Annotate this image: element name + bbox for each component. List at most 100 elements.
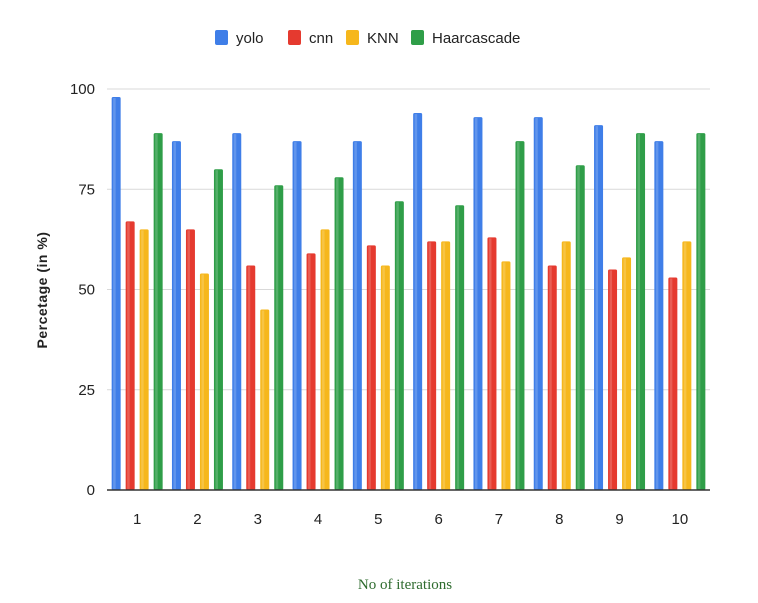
- bar-knn-3: [260, 309, 270, 490]
- bar-highlight: [655, 142, 659, 489]
- bar-cnn-9: [608, 269, 618, 490]
- legend-swatch-haarcascade: [411, 30, 424, 45]
- x-tick-label: 8: [555, 511, 563, 528]
- bar-yolo-4: [292, 141, 302, 490]
- x-tick-label: 7: [495, 511, 503, 528]
- bar-haarcascade-4: [334, 177, 344, 490]
- legend-swatch-cnn: [288, 30, 301, 45]
- bar-highlight: [516, 142, 520, 489]
- bar-knn-10: [682, 241, 692, 490]
- bar-yolo-5: [352, 141, 362, 490]
- bar-cnn-7: [487, 237, 497, 490]
- legend-swatch-knn: [346, 30, 359, 45]
- bar-cnn-4: [306, 253, 316, 490]
- bar-haarcascade-9: [636, 133, 646, 491]
- legend-label-yolo: yolo: [236, 30, 264, 47]
- bar-highlight: [577, 166, 580, 489]
- bar-haarcascade-5: [394, 201, 404, 490]
- bar-cnn-10: [668, 277, 678, 490]
- bar-knn-8: [561, 241, 571, 490]
- bar-cnn-8: [547, 265, 557, 490]
- bar-highlight: [414, 114, 418, 489]
- bar-haarcascade-2: [213, 169, 223, 490]
- bar-highlight: [308, 254, 311, 489]
- bar-cnn-6: [427, 241, 437, 490]
- bar-highlight: [683, 242, 687, 489]
- bar-highlight: [201, 274, 204, 489]
- bar-highlight: [127, 222, 130, 489]
- y-tick-label: 100: [70, 81, 95, 98]
- x-axis-ticks: 1 2 3 4 5 6 7 8 9 10: [133, 511, 688, 528]
- bar-highlight: [155, 134, 158, 490]
- bar-highlight: [215, 170, 218, 489]
- bar-cnn-2: [185, 229, 195, 490]
- bar-yolo-9: [594, 125, 604, 490]
- y-tick-label: 50: [78, 282, 95, 299]
- bar-highlight: [669, 278, 673, 489]
- bar-haarcascade-3: [274, 185, 284, 491]
- bar-highlight: [637, 134, 641, 490]
- bar-cnn-5: [366, 245, 376, 490]
- bar-haarcascade-7: [515, 141, 525, 490]
- bar-highlight: [428, 242, 432, 489]
- legend-label-haarcascade: Haarcascade: [432, 30, 520, 47]
- x-axis-label: No of iterations: [358, 577, 452, 593]
- legend-label-cnn: cnn: [309, 30, 333, 47]
- bar-highlight: [336, 178, 339, 489]
- bar-haarcascade-6: [455, 205, 465, 491]
- bar-knn-9: [622, 257, 632, 490]
- legend-label-knn: KNN: [367, 30, 399, 47]
- bar-knn-5: [380, 265, 390, 490]
- y-tick-label: 75: [78, 181, 95, 198]
- bar-knn-1: [139, 229, 149, 490]
- gridlines: [107, 88, 710, 391]
- x-tick-label: 3: [254, 511, 262, 528]
- bar-highlight: [187, 230, 190, 489]
- bar-haarcascade-8: [575, 165, 585, 490]
- bar-haarcascade-1: [153, 133, 163, 491]
- bar-highlight: [623, 258, 627, 489]
- bar-knn-7: [501, 261, 511, 490]
- x-tick-label: 1: [133, 511, 141, 528]
- legend: yolo cnn KNN Haarcascade: [215, 30, 520, 47]
- bar-cnn-3: [246, 265, 256, 490]
- bar-highlight: [442, 242, 446, 489]
- x-tick-label: 2: [193, 511, 201, 528]
- bar-haarcascade-10: [696, 133, 706, 491]
- bar-highlight: [456, 206, 460, 490]
- y-axis-label: Percetage (in %): [34, 232, 50, 349]
- bar-highlight: [141, 230, 144, 489]
- bar-highlight: [294, 142, 297, 489]
- bar-highlight: [354, 142, 357, 489]
- bar-highlight: [261, 310, 265, 489]
- bars: [111, 97, 706, 491]
- bar-highlight: [322, 230, 325, 489]
- bar-highlight: [535, 118, 538, 489]
- bar-highlight: [563, 242, 566, 489]
- bar-yolo-7: [473, 117, 483, 490]
- y-axis-ticks: 0 25 50 75 100: [70, 81, 95, 499]
- x-tick-label: 5: [374, 511, 382, 528]
- bar-highlight: [396, 202, 399, 489]
- bar-highlight: [382, 266, 385, 489]
- bar-yolo-1: [111, 97, 121, 491]
- bar-highlight: [609, 270, 613, 489]
- bar-knn-4: [320, 229, 330, 490]
- bar-yolo-2: [171, 141, 181, 490]
- bar-yolo-10: [654, 141, 664, 490]
- bar-highlight: [233, 134, 237, 490]
- bar-highlight: [595, 126, 599, 489]
- legend-swatch-yolo: [215, 30, 228, 45]
- bar-yolo-8: [533, 117, 543, 490]
- x-tick-label: 6: [434, 511, 442, 528]
- bar-cnn-1: [125, 221, 135, 490]
- bar-highlight: [368, 246, 371, 489]
- y-tick-label: 0: [87, 482, 95, 499]
- bar-highlight: [173, 142, 176, 489]
- bar-highlight: [502, 262, 506, 489]
- bar-yolo-6: [413, 113, 423, 490]
- bar-highlight: [247, 266, 251, 489]
- bar-highlight: [275, 186, 279, 490]
- x-tick-label: 10: [672, 511, 689, 528]
